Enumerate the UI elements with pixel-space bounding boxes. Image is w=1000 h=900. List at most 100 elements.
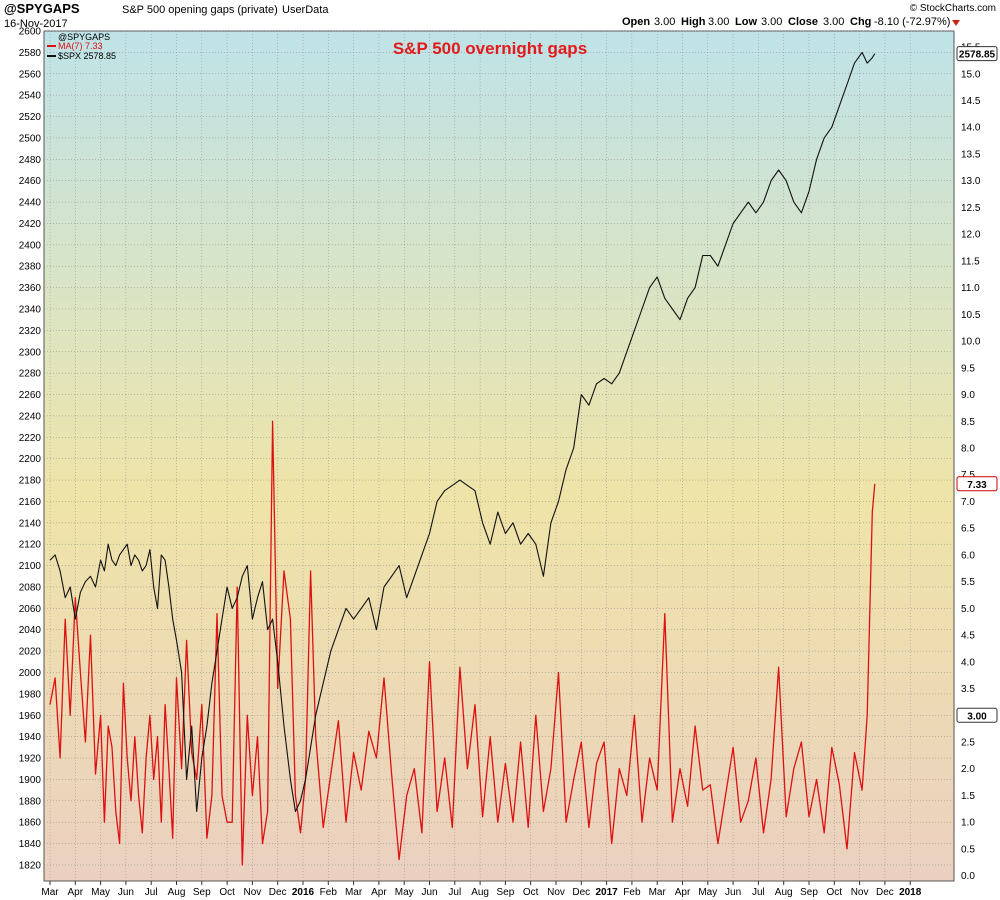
watermark: © StockCharts.com [910,3,996,14]
left-tick-label: 2560 [19,69,42,80]
right-tick-label: 2.0 [961,764,975,775]
left-axis: 1820 1840 1860 1880 1900 1920 1940 1960 1980 2000… [19,27,42,872]
close-label: Close [788,16,818,28]
x-tick-label: Feb [320,887,338,898]
right-tick-label: 10.5 [961,310,981,321]
x-tick-label: Mar [649,887,667,898]
left-tick-label: 2220 [19,433,42,444]
left-tick-label: 1920 [19,754,42,765]
symbol-title: @SPYGAPS [4,1,80,16]
x-tick-label: May [91,887,110,898]
left-tick-label: 2480 [19,155,42,166]
right-tick-label: 3.5 [961,684,975,695]
x-tick-label: Nov [851,887,869,898]
x-tick-label: Sep [497,887,515,898]
left-tick-label: 2120 [19,540,42,551]
x-tick-label: May [395,887,414,898]
x-tick-label: Aug [775,887,793,898]
symbol-description: S&P 500 opening gaps (private) [122,4,278,16]
legend-spx: $SPX 2578.85 [58,51,116,61]
left-tick-label: 2340 [19,304,42,315]
x-tick-label: Jul [752,887,765,898]
left-tick-label: 2400 [19,240,42,251]
left-tick-label: 1840 [19,839,42,850]
right-tick-label: 7.0 [961,497,975,508]
x-tick-label: Aug [471,887,489,898]
x-tick-label: 2018 [899,887,922,898]
x-tick-label: Jun [725,887,741,898]
right-tick-label: 8.5 [961,417,975,428]
left-tick-label: 2260 [19,390,42,401]
data-source: UserData [282,4,329,16]
x-tick-label: 2016 [292,887,315,898]
left-tick-label: 2520 [19,112,42,123]
x-tick-label: Jun [118,887,134,898]
right-tick-label: 14.5 [961,96,981,107]
left-tick-label: 2080 [19,582,42,593]
left-tick-label: 2020 [19,647,42,658]
right-tick-label: 0.0 [961,871,975,882]
left-tick-label: 1960 [19,711,42,722]
left-tick-label: 2380 [19,262,42,273]
left-tick-label: 2100 [19,561,42,572]
open-label: Open [622,16,650,28]
left-tick-label: 2360 [19,283,42,294]
left-tick-label: 1860 [19,818,42,829]
x-tick-label: Oct [827,887,843,898]
x-tick-label: Nov [244,887,262,898]
spx-current-tag: 2578.85 [956,46,998,62]
left-tick-label: 2460 [19,176,42,187]
x-tick-label: Apr [675,887,691,898]
right-tick-label: 15.0 [961,69,981,80]
right-tick-label: 2.5 [961,738,975,749]
left-tick-label: 2540 [19,91,42,102]
chart-title: S&P 500 overnight gaps [393,39,587,58]
down-arrow-icon [952,20,960,26]
x-tick-label: Apr [371,887,387,898]
left-tick-label: 2160 [19,497,42,508]
right-tick-label: 8.0 [961,443,975,454]
legend: @SPYGAPS MA(7) 7.33 $SPX 2578.85 [47,32,116,61]
left-tick-label: 2280 [19,369,42,380]
left-tick-label: 1940 [19,732,42,743]
right-tick-label: 12.5 [961,203,981,214]
chg-label: Chg [850,16,871,28]
right-tick-label: 4.0 [961,657,975,668]
left-tick-label: 2140 [19,518,42,529]
x-tick-label: Mar [41,887,59,898]
gaps-current-tag: 3.00 [956,707,998,723]
right-tick-label: 7.5 [961,470,975,481]
high-label: High [681,16,706,28]
right-tick-label: 12.0 [961,230,981,241]
x-tick-label: Jun [421,887,437,898]
close-value: 3.00 [823,16,844,28]
x-tick-label: Apr [68,887,84,898]
low-value: 3.00 [761,16,782,28]
left-tick-label: 2240 [19,411,42,422]
legend-symbol: @SPYGAPS [58,32,110,42]
left-tick-label: 2040 [19,625,42,636]
right-tick-label: 10.0 [961,337,981,348]
x-tick-label: Oct [523,887,539,898]
plot-area [43,30,955,882]
right-tick-label: 6.0 [961,550,975,561]
left-tick-label: 2180 [19,476,42,487]
left-tick-label: 1980 [19,689,42,700]
x-tick-label: Feb [623,887,641,898]
chg-value: -8.10 (-72.97%) [874,16,950,28]
high-value: 3.00 [708,16,729,28]
right-tick-label: 13.0 [961,176,981,187]
chart-date: 16-Nov-2017 [4,18,68,30]
x-tick-label: Sep [193,887,211,898]
x-tick-label: Nov [547,887,565,898]
x-tick-label: Aug [168,887,186,898]
left-tick-label: 2060 [19,604,42,615]
right-tick-label: 1.5 [961,791,975,802]
open-value: 3.00 [654,16,675,28]
right-tick-label: 9.0 [961,390,975,401]
right-tick-label: 5.0 [961,604,975,615]
x-tick-label: Jul [448,887,461,898]
left-tick-label: 1900 [19,775,42,786]
quote-bar: Open 3.00 High 3.00 Low 3.00 Close 3.00 … [622,16,960,28]
